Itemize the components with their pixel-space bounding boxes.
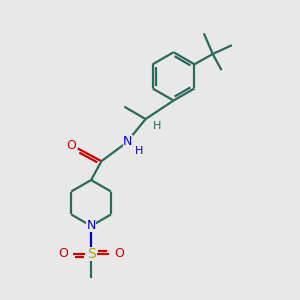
Text: O: O	[114, 248, 124, 260]
Text: H: H	[153, 121, 161, 130]
Text: O: O	[58, 248, 68, 260]
Text: H: H	[135, 146, 143, 156]
Text: S: S	[87, 247, 95, 261]
Text: N: N	[86, 220, 96, 232]
Text: N: N	[123, 135, 133, 148]
Text: O: O	[66, 139, 76, 152]
